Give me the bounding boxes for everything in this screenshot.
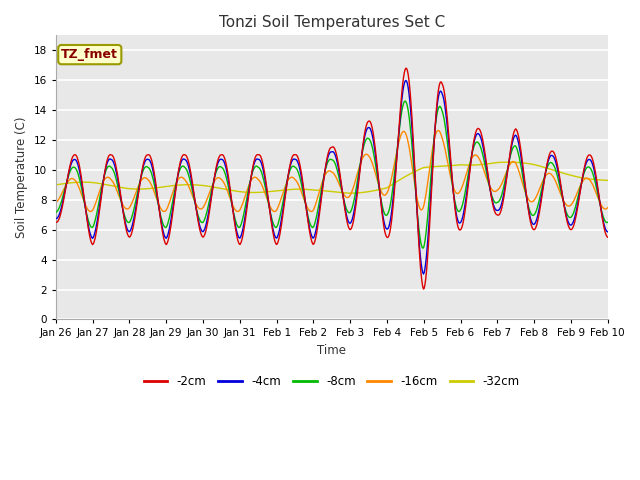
Y-axis label: Soil Temperature (C): Soil Temperature (C) [15,117,28,238]
Title: Tonzi Soil Temperatures Set C: Tonzi Soil Temperatures Set C [219,15,445,30]
X-axis label: Time: Time [317,344,346,357]
Text: TZ_fmet: TZ_fmet [61,48,118,61]
Legend: -2cm, -4cm, -8cm, -16cm, -32cm: -2cm, -4cm, -8cm, -16cm, -32cm [139,371,525,393]
